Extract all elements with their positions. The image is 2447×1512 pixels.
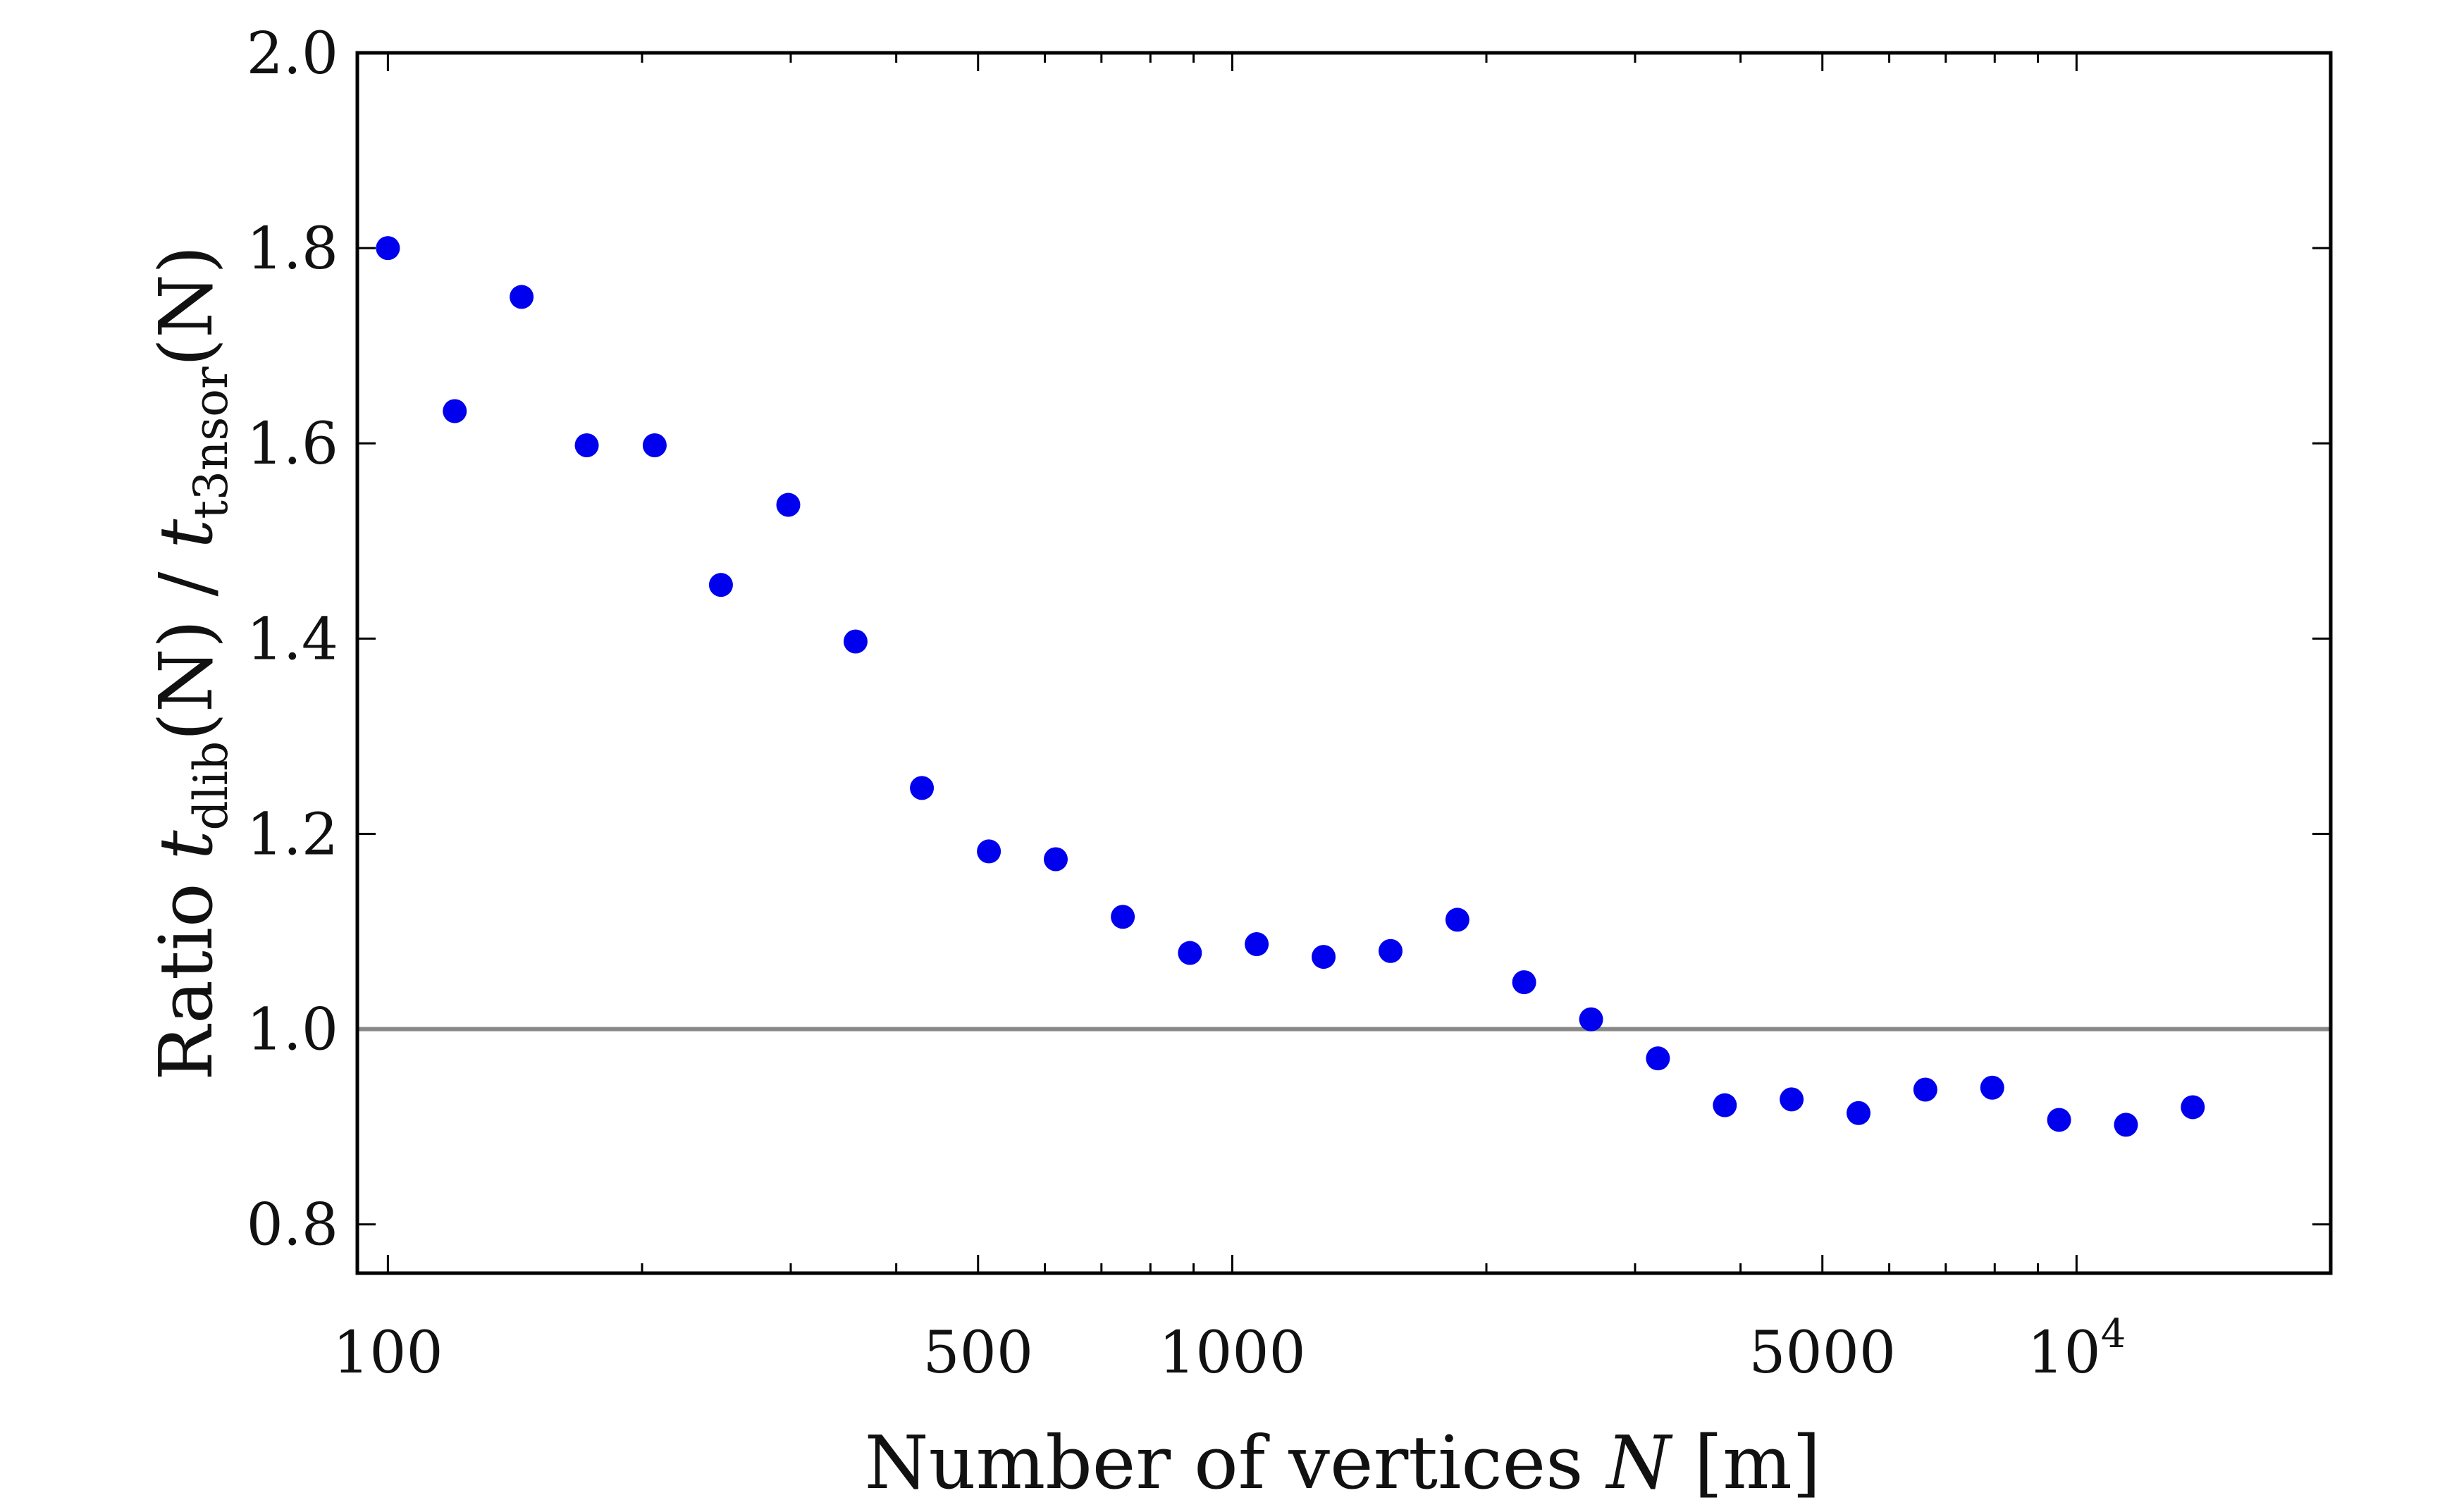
data-point: [574, 433, 599, 458]
plot-frame: [355, 51, 2333, 1275]
y-tick-label: 0.8: [247, 1192, 338, 1259]
data-point: [1379, 938, 1403, 963]
y-axis-label-sub2: t3nsor: [184, 366, 238, 519]
y-tick-label: 2.0: [247, 20, 338, 87]
data-point: [1980, 1075, 2004, 1100]
y-tick-label: 1.6: [247, 411, 338, 478]
data-point: [1780, 1087, 1804, 1112]
data-point: [376, 236, 400, 261]
data-point: [977, 839, 1001, 864]
x-tick-label: 5000: [1749, 1320, 1896, 1387]
data-point: [843, 629, 868, 654]
data-point: [1245, 932, 1269, 957]
y-tick-label: 1.2: [247, 801, 338, 868]
data-point: [1646, 1046, 1670, 1071]
y-tick-label: 1.4: [247, 606, 338, 673]
x-tick-labels: 100 500 1000 5000 104: [333, 1311, 2126, 1387]
y-tick-labels: 0.8 1.0 1.2 1.4 1.6 1.8 2.0: [247, 20, 338, 1259]
y-tick-label: 1.0: [247, 997, 338, 1064]
data-point: [1713, 1093, 1737, 1117]
data-point: [910, 776, 935, 800]
data-points: [376, 236, 2205, 1137]
y-axis-label-t2: t: [143, 519, 229, 548]
data-point: [443, 399, 467, 423]
x-axis-label-variable: N: [1605, 1420, 1673, 1506]
x-axis-label: Number of vertices N [m]: [865, 1420, 1821, 1506]
y-axis-label-t1: t: [143, 830, 229, 860]
x-axis-label-unit: [m]: [1671, 1420, 1821, 1506]
y-axis-label-end: (N): [143, 245, 229, 366]
data-point: [1512, 970, 1536, 995]
x-tick-label: 100: [333, 1320, 443, 1387]
data-point: [510, 285, 534, 309]
data-point: [1579, 1007, 1603, 1031]
x-axis-label-prefix: Number of vertices: [865, 1420, 1607, 1506]
data-point: [708, 573, 733, 597]
data-point: [1913, 1077, 1937, 1102]
y-axis-label-sub1: dlib: [184, 741, 238, 831]
data-point: [1312, 945, 1336, 969]
data-point: [642, 433, 667, 458]
x-tick-label: 500: [923, 1320, 1033, 1387]
data-point: [776, 492, 801, 517]
data-point: [1445, 907, 1469, 932]
y-axis-label-mid: (N) /: [143, 548, 229, 740]
data-point: [2114, 1113, 2138, 1137]
y-tick-label: 1.8: [247, 216, 338, 283]
data-point: [2047, 1108, 2071, 1132]
data-point: [1847, 1101, 1871, 1125]
x-tick-label: 1000: [1159, 1320, 1306, 1387]
y-axis-label: Ratio tdlib(N) / tt3nsor(N): [143, 245, 238, 1080]
data-point: [2181, 1095, 2205, 1120]
x-tick-label: 104: [2027, 1311, 2126, 1387]
y-axis-label-prefix: Ratio: [143, 860, 229, 1080]
data-point: [1043, 847, 1068, 872]
data-point: [1111, 905, 1135, 929]
data-point: [1178, 941, 1202, 965]
